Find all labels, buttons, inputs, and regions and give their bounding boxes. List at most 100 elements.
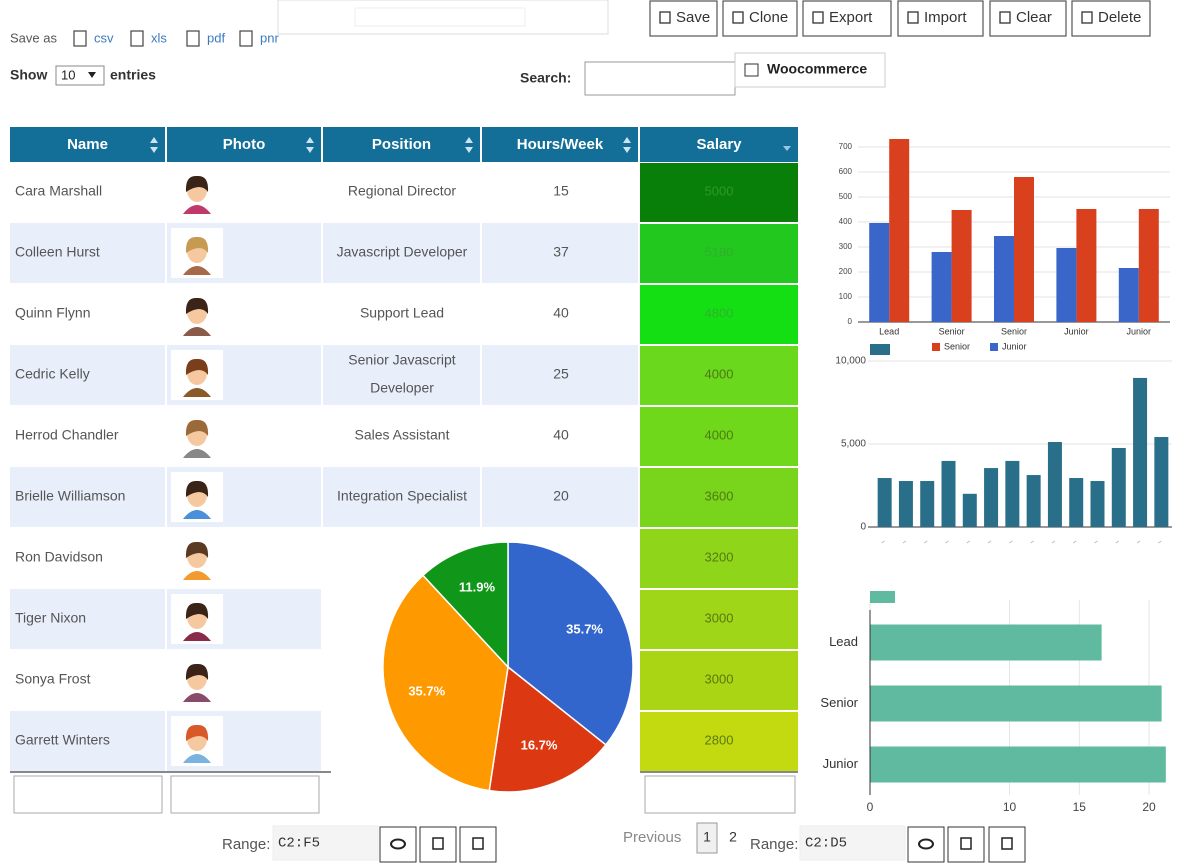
search-input[interactable] bbox=[584, 61, 736, 96]
range-button[interactable] bbox=[947, 826, 985, 863]
avatar-hair bbox=[185, 602, 209, 619]
bar bbox=[1014, 177, 1034, 322]
bar bbox=[889, 139, 910, 322]
bar bbox=[870, 746, 1166, 783]
name-cell: Colleen Hurst bbox=[15, 244, 100, 260]
entries-select[interactable] bbox=[55, 65, 105, 86]
range-button[interactable] bbox=[459, 826, 497, 863]
range-button[interactable] bbox=[988, 826, 1026, 863]
x-tick-stub bbox=[881, 540, 885, 544]
header-label: Photo bbox=[223, 136, 266, 153]
toolbar-button[interactable] bbox=[897, 0, 984, 37]
previous-link[interactable]: Previous bbox=[623, 829, 681, 846]
salary-cell bbox=[640, 285, 798, 344]
x-tick-label: 0 bbox=[867, 800, 874, 814]
filter-input[interactable] bbox=[170, 775, 320, 814]
woocommerce-button[interactable] bbox=[734, 52, 886, 88]
bar bbox=[1047, 442, 1062, 527]
format-icon bbox=[130, 30, 144, 47]
range-label: Range: bbox=[222, 836, 270, 853]
avatar-hair bbox=[185, 358, 209, 375]
button-icon bbox=[999, 11, 1011, 24]
filter-input[interactable] bbox=[13, 775, 163, 814]
name-cell: Ron Davidson bbox=[15, 549, 103, 565]
x-tick-stub bbox=[1094, 540, 1098, 544]
bar bbox=[869, 223, 890, 322]
salary-value: 3600 bbox=[705, 488, 734, 503]
pie-label: 35.7% bbox=[566, 622, 603, 637]
range-button[interactable] bbox=[907, 826, 945, 863]
avatar-hair bbox=[185, 480, 209, 497]
legend-swatch bbox=[932, 343, 940, 351]
avatar-body bbox=[183, 266, 211, 275]
header-cell[interactable] bbox=[167, 127, 321, 162]
format-link[interactable]: pdf bbox=[207, 30, 225, 45]
avatar-hair bbox=[185, 175, 209, 192]
header-cell[interactable] bbox=[10, 127, 165, 162]
eye-icon bbox=[918, 838, 934, 850]
toolbar-button[interactable] bbox=[1071, 0, 1151, 37]
bar bbox=[1138, 209, 1159, 322]
bar bbox=[1005, 460, 1020, 527]
avatar-hair bbox=[185, 236, 209, 253]
entries-value: 10 bbox=[61, 67, 75, 82]
header-cell[interactable] bbox=[323, 127, 480, 162]
position-cell: Developer bbox=[370, 380, 434, 396]
x-tick-stub bbox=[987, 540, 992, 544]
salary-value: 4800 bbox=[705, 305, 734, 320]
filter-input[interactable] bbox=[644, 775, 796, 814]
bar bbox=[1026, 475, 1041, 527]
pie-label: 11.9% bbox=[459, 579, 496, 594]
header-label: Name bbox=[67, 136, 108, 153]
hours-cell: 20 bbox=[553, 488, 569, 504]
search-label: Search: bbox=[520, 70, 571, 86]
legend-swatch bbox=[870, 344, 890, 355]
avatar-body bbox=[183, 205, 211, 214]
top-input-inner bbox=[354, 7, 526, 27]
page-number[interactable]: 2 bbox=[729, 829, 737, 845]
position-cell: Sales Assistant bbox=[355, 427, 450, 443]
toolbar-button[interactable] bbox=[802, 0, 892, 37]
range-button[interactable] bbox=[419, 826, 457, 863]
y-tick-label: Junior bbox=[823, 756, 859, 771]
bar bbox=[1133, 377, 1148, 527]
bar bbox=[1069, 478, 1084, 527]
toolbar-button[interactable] bbox=[649, 0, 718, 37]
button-label: Clone bbox=[749, 9, 788, 26]
bar bbox=[1154, 437, 1169, 527]
name-cell: Tiger Nixon bbox=[15, 610, 86, 626]
pie-label: 35.7% bbox=[408, 683, 445, 698]
header-cell[interactable] bbox=[482, 127, 638, 162]
format-link[interactable]: xls bbox=[151, 30, 167, 45]
show-label: Show bbox=[10, 67, 47, 83]
x-tick-stub bbox=[966, 540, 971, 544]
toolbar-button[interactable] bbox=[989, 0, 1067, 37]
button-icon bbox=[659, 11, 671, 24]
legend-label: Junior bbox=[1002, 341, 1027, 351]
position-cell: Integration Specialist bbox=[337, 488, 467, 504]
hours-cell: 25 bbox=[553, 366, 569, 382]
position-cell: Senior Javascript bbox=[348, 352, 455, 368]
x-tick-stub bbox=[1009, 540, 1013, 544]
toolbar-button[interactable] bbox=[722, 0, 798, 37]
sort-up bbox=[623, 137, 631, 143]
avatar-hair bbox=[185, 297, 209, 314]
page-current[interactable] bbox=[696, 822, 718, 854]
range-input[interactable] bbox=[272, 825, 379, 861]
bar bbox=[870, 624, 1102, 661]
row-bg bbox=[10, 345, 638, 405]
range-button[interactable] bbox=[379, 826, 417, 863]
format-link[interactable]: pnr bbox=[260, 30, 279, 45]
button-icon bbox=[907, 11, 919, 24]
range-input[interactable] bbox=[799, 825, 906, 861]
x-tick-label: Senior bbox=[939, 326, 965, 336]
avatar-body bbox=[183, 327, 211, 336]
y-tick-label: 600 bbox=[839, 167, 853, 176]
format-link[interactable]: csv bbox=[94, 30, 114, 45]
salary-value: 5000 bbox=[705, 183, 734, 198]
x-tick-stub bbox=[945, 540, 949, 544]
bar bbox=[1090, 481, 1105, 527]
format-icon bbox=[239, 30, 253, 47]
header-cell[interactable] bbox=[640, 127, 798, 162]
